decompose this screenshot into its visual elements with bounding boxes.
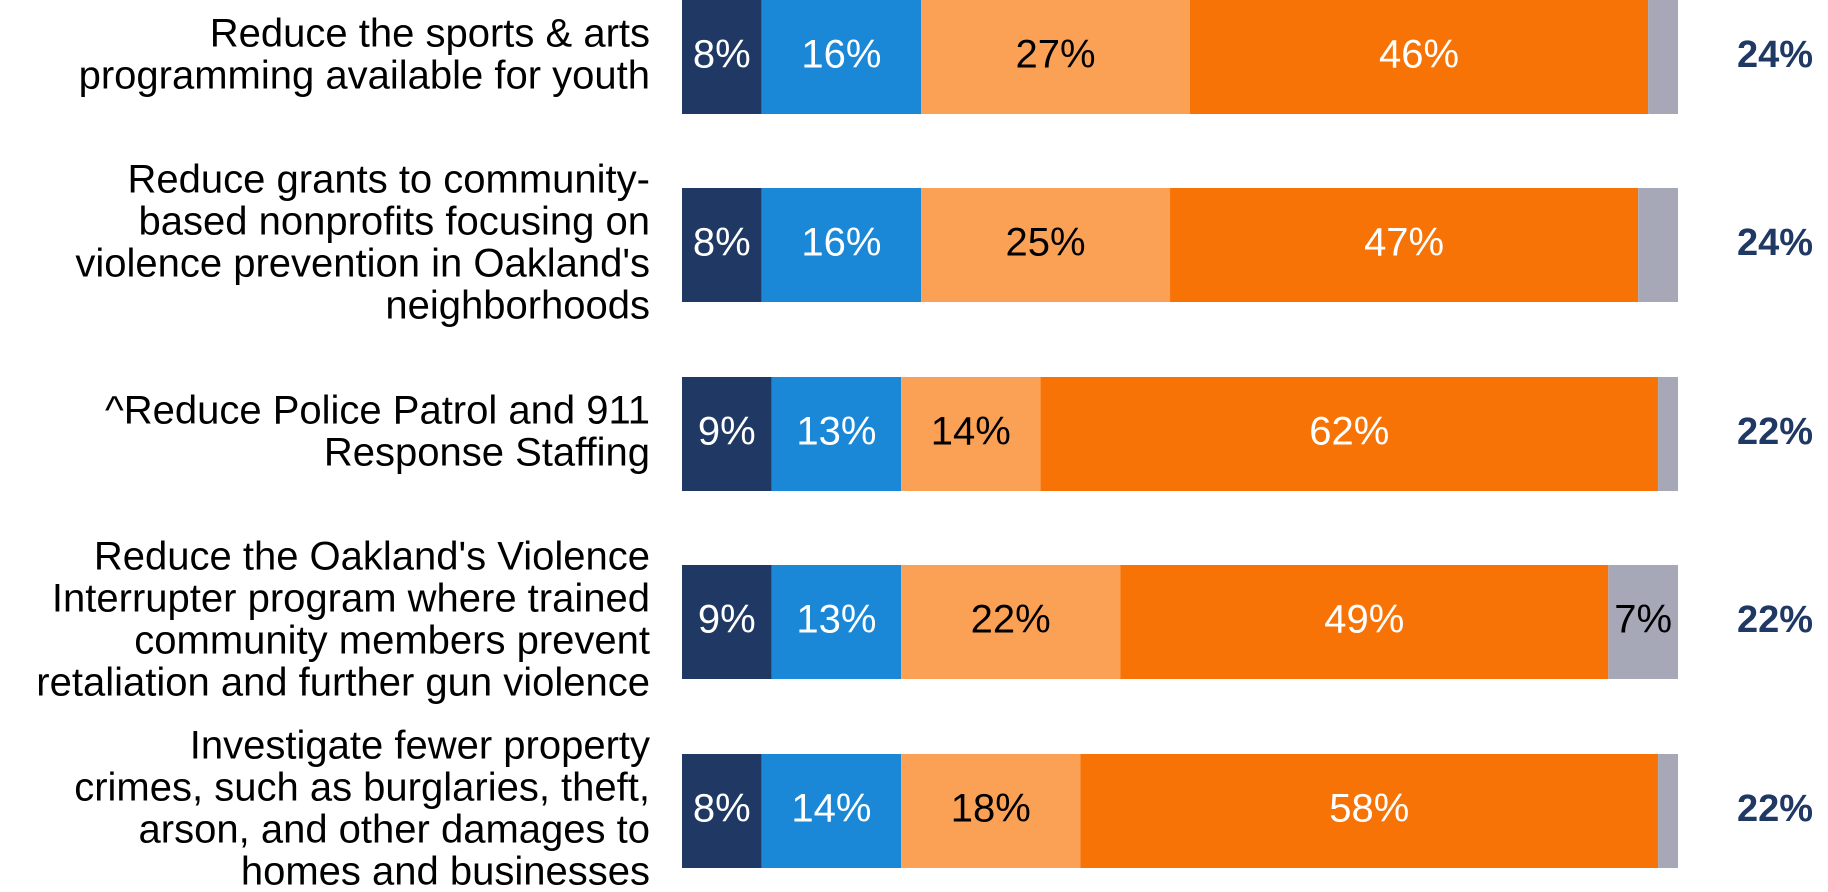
bar-segment (1080, 754, 1659, 868)
category-label: Reduce grants to community- (128, 158, 650, 202)
value-label: 13% (796, 410, 876, 454)
category-label: programming available for youth (79, 54, 650, 98)
bar-segment (901, 565, 1121, 679)
total-label: 22% (1737, 599, 1813, 641)
category-label: ^Reduce Police Patrol and 911 (105, 389, 650, 433)
bar-segment (921, 0, 1190, 114)
total-label: 24% (1737, 222, 1813, 264)
bar-segment (761, 0, 922, 114)
value-label: 9% (698, 410, 756, 454)
value-label: 14% (931, 410, 1011, 454)
bar-segment (1120, 565, 1609, 679)
value-label: 58% (1329, 787, 1409, 831)
category-label: crimes, such as burglaries, theft, (74, 766, 650, 810)
value-label: 27% (1015, 33, 1095, 77)
value-label: 16% (801, 221, 881, 265)
bar-segment (771, 565, 902, 679)
bar-segment (1189, 0, 1649, 114)
bar-segment (682, 377, 772, 491)
category-label: retaliation and further gun violence (36, 661, 650, 705)
bar-segment (682, 754, 762, 868)
value-label: 7% (1614, 598, 1672, 642)
category-label: neighborhoods (385, 284, 650, 328)
value-label: 49% (1324, 598, 1404, 642)
bar-segment (1040, 377, 1659, 491)
category-label: violence prevention in Oakland's (75, 242, 650, 286)
bar-segment (921, 188, 1171, 302)
bar-segment (771, 377, 902, 491)
value-label: 13% (796, 598, 876, 642)
bar-segment (682, 0, 762, 114)
category-label: Interrupter program where trained (52, 577, 650, 621)
category-label: homes and businesses (241, 850, 650, 892)
value-label: 18% (951, 787, 1031, 831)
total-label: 24% (1737, 34, 1813, 76)
value-label: 46% (1379, 33, 1459, 77)
bar-segment (1638, 188, 1678, 302)
value-label: 22% (971, 598, 1051, 642)
bar-segment (901, 754, 1081, 868)
value-label: 16% (801, 33, 881, 77)
bar-segment (1608, 565, 1678, 679)
category-label: arson, and other damages to (139, 808, 650, 852)
value-label: 8% (693, 33, 751, 77)
value-label: 8% (693, 221, 751, 265)
total-label: 22% (1737, 411, 1813, 453)
category-label: Response Staffing (324, 431, 650, 475)
category-label: based nonprofits focusing on (139, 200, 650, 244)
bar-segment (761, 754, 902, 868)
bar-segment (682, 188, 762, 302)
value-label: 25% (1006, 221, 1086, 265)
category-label: community members prevent (134, 619, 650, 663)
category-label: Reduce the Oakland's Violence (94, 535, 650, 579)
value-label: 62% (1309, 410, 1389, 454)
category-label: Investigate fewer property (190, 724, 650, 768)
value-label: 9% (698, 598, 756, 642)
category-label: Reduce the sports & arts (210, 12, 650, 56)
value-label: 47% (1364, 221, 1444, 265)
bar-segment (682, 565, 772, 679)
bar-segment (1658, 754, 1678, 868)
bar-segment (1170, 188, 1639, 302)
bar-segment (1648, 0, 1678, 114)
value-label: 14% (791, 787, 871, 831)
bar-segment (901, 377, 1041, 491)
value-label: 8% (693, 787, 751, 831)
total-label: 22% (1737, 788, 1813, 830)
bar-segment (761, 188, 922, 302)
bar-segment (1658, 377, 1678, 491)
